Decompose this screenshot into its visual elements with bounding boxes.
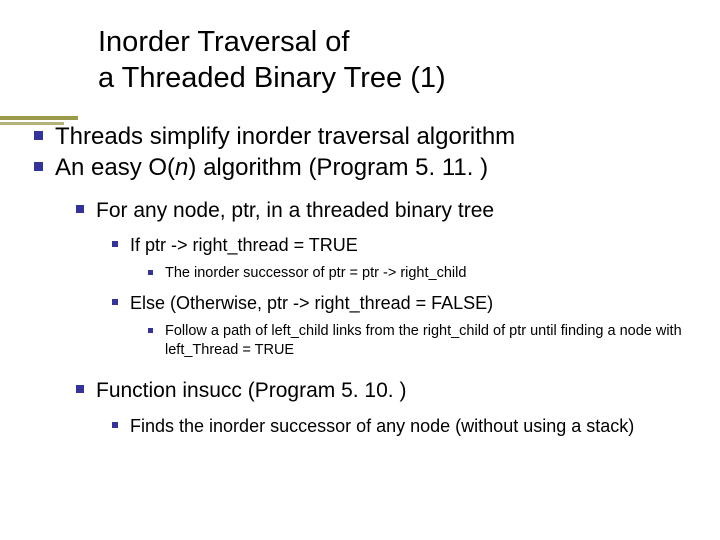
title-block: Inorder Traversal of a Threaded Binary T…: [98, 24, 686, 97]
bullet-icon: [148, 328, 153, 333]
bullet-text: The inorder successor of ptr = ptr -> ri…: [165, 264, 466, 283]
bullet-text: If ptr -> right_thread = TRUE: [130, 234, 358, 257]
text-fragment: ) algorithm (Program 5. 11. ): [188, 154, 488, 181]
title-accent: [0, 116, 78, 128]
list-item: Else (Otherwise, ptr -> right_thread = F…: [112, 292, 686, 315]
list-item: Threads simplify inorder traversal algor…: [34, 121, 686, 152]
list-item: If ptr -> right_thread = TRUE: [112, 234, 686, 257]
bullet-text: Else (Otherwise, ptr -> right_thread = F…: [130, 292, 493, 315]
bullet-icon: [112, 422, 118, 428]
title-line-2: a Threaded Binary Tree (1): [98, 60, 686, 96]
list-item: Follow a path of left_child links from t…: [148, 322, 686, 360]
bullet-text: Function insucc (Program 5. 10. ): [96, 377, 406, 404]
list-item: An easy O(n) algorithm (Program 5. 11. ): [34, 152, 686, 183]
bullet-text: Finds the inorder successor of any node …: [130, 415, 634, 438]
list-item: Finds the inorder successor of any node …: [112, 415, 686, 438]
title-line-1: Inorder Traversal of: [98, 24, 686, 60]
list-item: For any node, ptr, in a threaded binary …: [76, 197, 686, 224]
bullet-list: Threads simplify inorder traversal algor…: [34, 121, 686, 439]
bullet-text: For any node, ptr, in a threaded binary …: [96, 197, 494, 224]
text-italic-n: n: [175, 154, 188, 181]
bullet-text: Threads simplify inorder traversal algor…: [55, 121, 515, 152]
accent-bar-2: [0, 122, 64, 125]
bullet-icon: [112, 299, 118, 305]
bullet-icon: [112, 241, 118, 247]
text-fragment: An easy O(: [55, 154, 175, 181]
slide: Inorder Traversal of a Threaded Binary T…: [0, 0, 720, 540]
bullet-text: An easy O(n) algorithm (Program 5. 11. ): [55, 152, 488, 183]
list-item: The inorder successor of ptr = ptr -> ri…: [148, 264, 686, 283]
bullet-icon: [148, 270, 153, 275]
bullet-icon: [34, 162, 43, 171]
bullet-icon: [76, 205, 84, 213]
bullet-icon: [76, 385, 84, 393]
bullet-icon: [34, 131, 43, 140]
accent-bar-1: [0, 116, 78, 120]
list-item: Function insucc (Program 5. 10. ): [76, 377, 686, 404]
bullet-text: Follow a path of left_child links from t…: [165, 322, 686, 360]
